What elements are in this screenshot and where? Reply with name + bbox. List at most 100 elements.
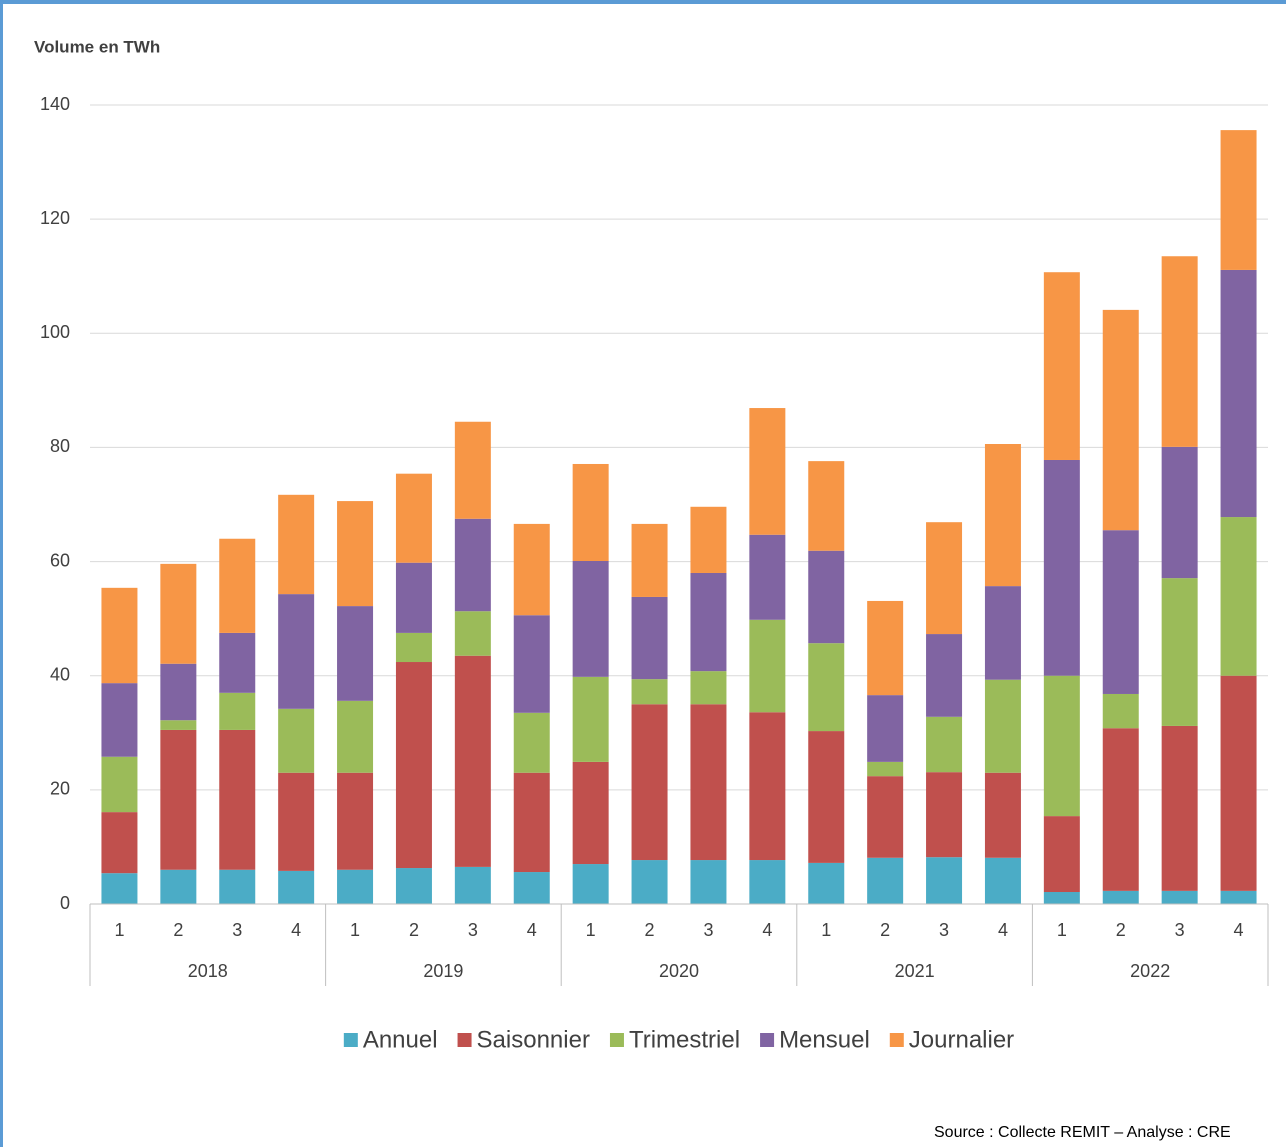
bar-segment: [219, 869, 256, 904]
bar-segment: [1102, 693, 1139, 729]
bar-segment: [808, 461, 845, 551]
left-border: [0, 0, 3, 1147]
bar-segment: [1161, 446, 1198, 579]
bar-segment: [219, 729, 256, 870]
bar-segment: [219, 632, 256, 693]
header-strip: [0, 0, 1286, 4]
bar-segment: [454, 518, 491, 612]
bar-segment: [513, 523, 550, 616]
y-tick-label: 80: [50, 436, 70, 456]
bar-segment: [690, 506, 727, 573]
source: Source : Collecte REMIT – Analyse : CRE: [934, 1124, 1231, 1141]
bar-segment: [749, 860, 786, 904]
bar-segment: [749, 408, 786, 535]
bar-segment: [454, 611, 491, 656]
bar-segment: [867, 776, 904, 858]
legend-label: Saisonnier: [477, 1026, 590, 1053]
bar-segment: [395, 473, 432, 563]
bar-segment: [1220, 269, 1257, 518]
bar-segment: [867, 695, 904, 762]
bar-segment: [749, 712, 786, 861]
bar-segment: [572, 463, 609, 562]
legend-label: Mensuel: [779, 1026, 870, 1053]
x-tick-label: 2: [645, 920, 655, 940]
bar-segment: [631, 596, 668, 680]
bar-segment: [101, 756, 138, 813]
bar-segment: [631, 523, 668, 597]
bar-segment: [160, 720, 197, 730]
bar-segment: [808, 550, 845, 644]
bar-segment: [278, 494, 315, 595]
bar-segment: [1220, 130, 1257, 270]
bar-segment: [984, 857, 1021, 904]
bar-segment: [278, 708, 315, 773]
bar-segment: [926, 716, 963, 773]
y-tick-label: 0: [60, 893, 70, 913]
bar-segment: [1220, 517, 1257, 676]
bar-segment: [572, 561, 609, 677]
x-tick-label: 4: [527, 920, 537, 940]
bar-segment: [278, 772, 315, 871]
y-tick-label: 140: [40, 94, 70, 114]
bar-segment: [572, 761, 609, 865]
bar-segment: [101, 587, 138, 684]
x-tick-label: 4: [1234, 920, 1244, 940]
bar-segment: [749, 534, 786, 620]
bar-segment: [160, 869, 197, 904]
bar-segment: [749, 619, 786, 713]
bar-segment: [572, 676, 609, 762]
y-axis-label: Volume en TWh: [34, 37, 160, 56]
bar-segment: [454, 421, 491, 519]
bar-segment: [1043, 816, 1080, 893]
bar-segment: [984, 772, 1021, 858]
bar-segment: [572, 864, 609, 904]
bar-segment: [631, 704, 668, 861]
bar-segment: [808, 731, 845, 863]
bar-segment: [1220, 675, 1257, 891]
legend-swatch: [457, 1033, 472, 1047]
bar-segment: [926, 772, 963, 858]
bar-segment: [1102, 530, 1139, 694]
bar-segment: [219, 538, 256, 633]
x-group-label: 2020: [659, 961, 699, 981]
bar-segment: [690, 572, 727, 672]
bar-segment: [454, 866, 491, 904]
bar-segment: [984, 444, 1021, 587]
x-tick-label: 3: [468, 920, 478, 940]
x-tick-label: 1: [586, 920, 596, 940]
x-tick-label: 1: [1057, 920, 1067, 940]
bar-segment: [867, 761, 904, 777]
x-tick-label: 1: [821, 920, 831, 940]
bar-segment: [101, 873, 138, 904]
bar-segment: [1043, 459, 1080, 676]
bar-segment: [395, 662, 432, 869]
y-tick-label: 120: [40, 208, 70, 228]
bar-segment: [867, 857, 904, 904]
x-group-label: 2019: [423, 961, 463, 981]
bar-segment: [1161, 725, 1198, 891]
x-tick-label: 4: [998, 920, 1008, 940]
bar-segment: [808, 862, 845, 904]
bar-segment: [926, 522, 963, 635]
x-tick-label: 1: [350, 920, 360, 940]
bar-segment: [278, 594, 315, 709]
bar-segment: [278, 870, 315, 904]
bar-segment: [337, 869, 374, 904]
bar-segment: [1161, 578, 1198, 726]
x-tick-label: 1: [114, 920, 124, 940]
x-tick-label: 4: [291, 920, 301, 940]
bar-segment: [160, 563, 197, 664]
bar-segment: [631, 860, 668, 904]
bar-segment: [395, 632, 432, 663]
bar-segment: [1161, 256, 1198, 447]
bar-segment: [101, 683, 138, 757]
y-tick-label: 100: [40, 322, 70, 342]
bar-segment: [1102, 309, 1139, 531]
bar-segment: [101, 812, 138, 874]
legend-label: Journalier: [909, 1026, 1014, 1053]
x-tick-label: 2: [173, 920, 183, 940]
x-tick-label: 3: [939, 920, 949, 940]
x-group-label: 2022: [1130, 961, 1170, 981]
